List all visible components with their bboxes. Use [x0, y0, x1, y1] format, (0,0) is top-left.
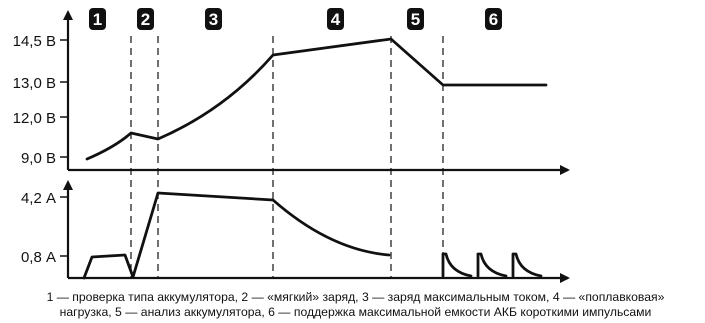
pulse-3: [511, 252, 543, 278]
pulse-1: [441, 252, 473, 278]
current-tick-label: 4,2 А: [21, 190, 56, 207]
stage-badge-5: 5: [407, 8, 424, 30]
figure-caption: 1 — проверка типа аккумулятора, 2 — «мяг…: [8, 290, 703, 320]
current-ticks: 4,2 А 0,8 А: [21, 190, 68, 266]
stage-badges: 1 2 3 4 5 6: [89, 8, 502, 30]
voltage-tick-label: 13,0 В: [13, 75, 56, 92]
stage-badge-3: 3: [205, 8, 222, 30]
voltage-axes: [63, 10, 570, 175]
current-curve: [82, 191, 391, 280]
stage-number: 2: [141, 10, 150, 29]
stage-boundaries: [130, 36, 444, 278]
current-axes: [63, 180, 570, 283]
voltage-tick-label: 12,0 В: [13, 110, 56, 127]
voltage-tick-label: 14,5 В: [13, 33, 56, 50]
pulse-2: [476, 252, 508, 278]
diagram-svg: 1 2 3 4 5 6: [13, 8, 570, 283]
stage-badge-1: 1: [89, 8, 106, 30]
stage-badge-4: 4: [327, 8, 344, 30]
stage-badge-2: 2: [137, 8, 154, 30]
caption-line-1: 1 — проверка типа аккумулятора, 2 — «мяг…: [46, 290, 665, 304]
voltage-ticks: 14,5 В 13,0 В 12,0 В 9,0 В: [13, 33, 68, 167]
stage-number: 3: [209, 10, 218, 29]
pulse-currents: [441, 252, 543, 278]
current-tick-label: 0,8 А: [21, 249, 56, 266]
stage-number: 5: [411, 10, 420, 29]
stage-number: 6: [489, 10, 498, 29]
caption-line-2: нагрузка, 5 — анализ аккумулятора, 6 — п…: [59, 305, 652, 319]
stage-number: 4: [331, 10, 341, 29]
stage-badge-6: 6: [485, 8, 502, 30]
voltage-curve: [85, 37, 548, 161]
voltage-tick-label: 9,0 В: [21, 150, 56, 167]
stage-number: 1: [93, 10, 102, 29]
